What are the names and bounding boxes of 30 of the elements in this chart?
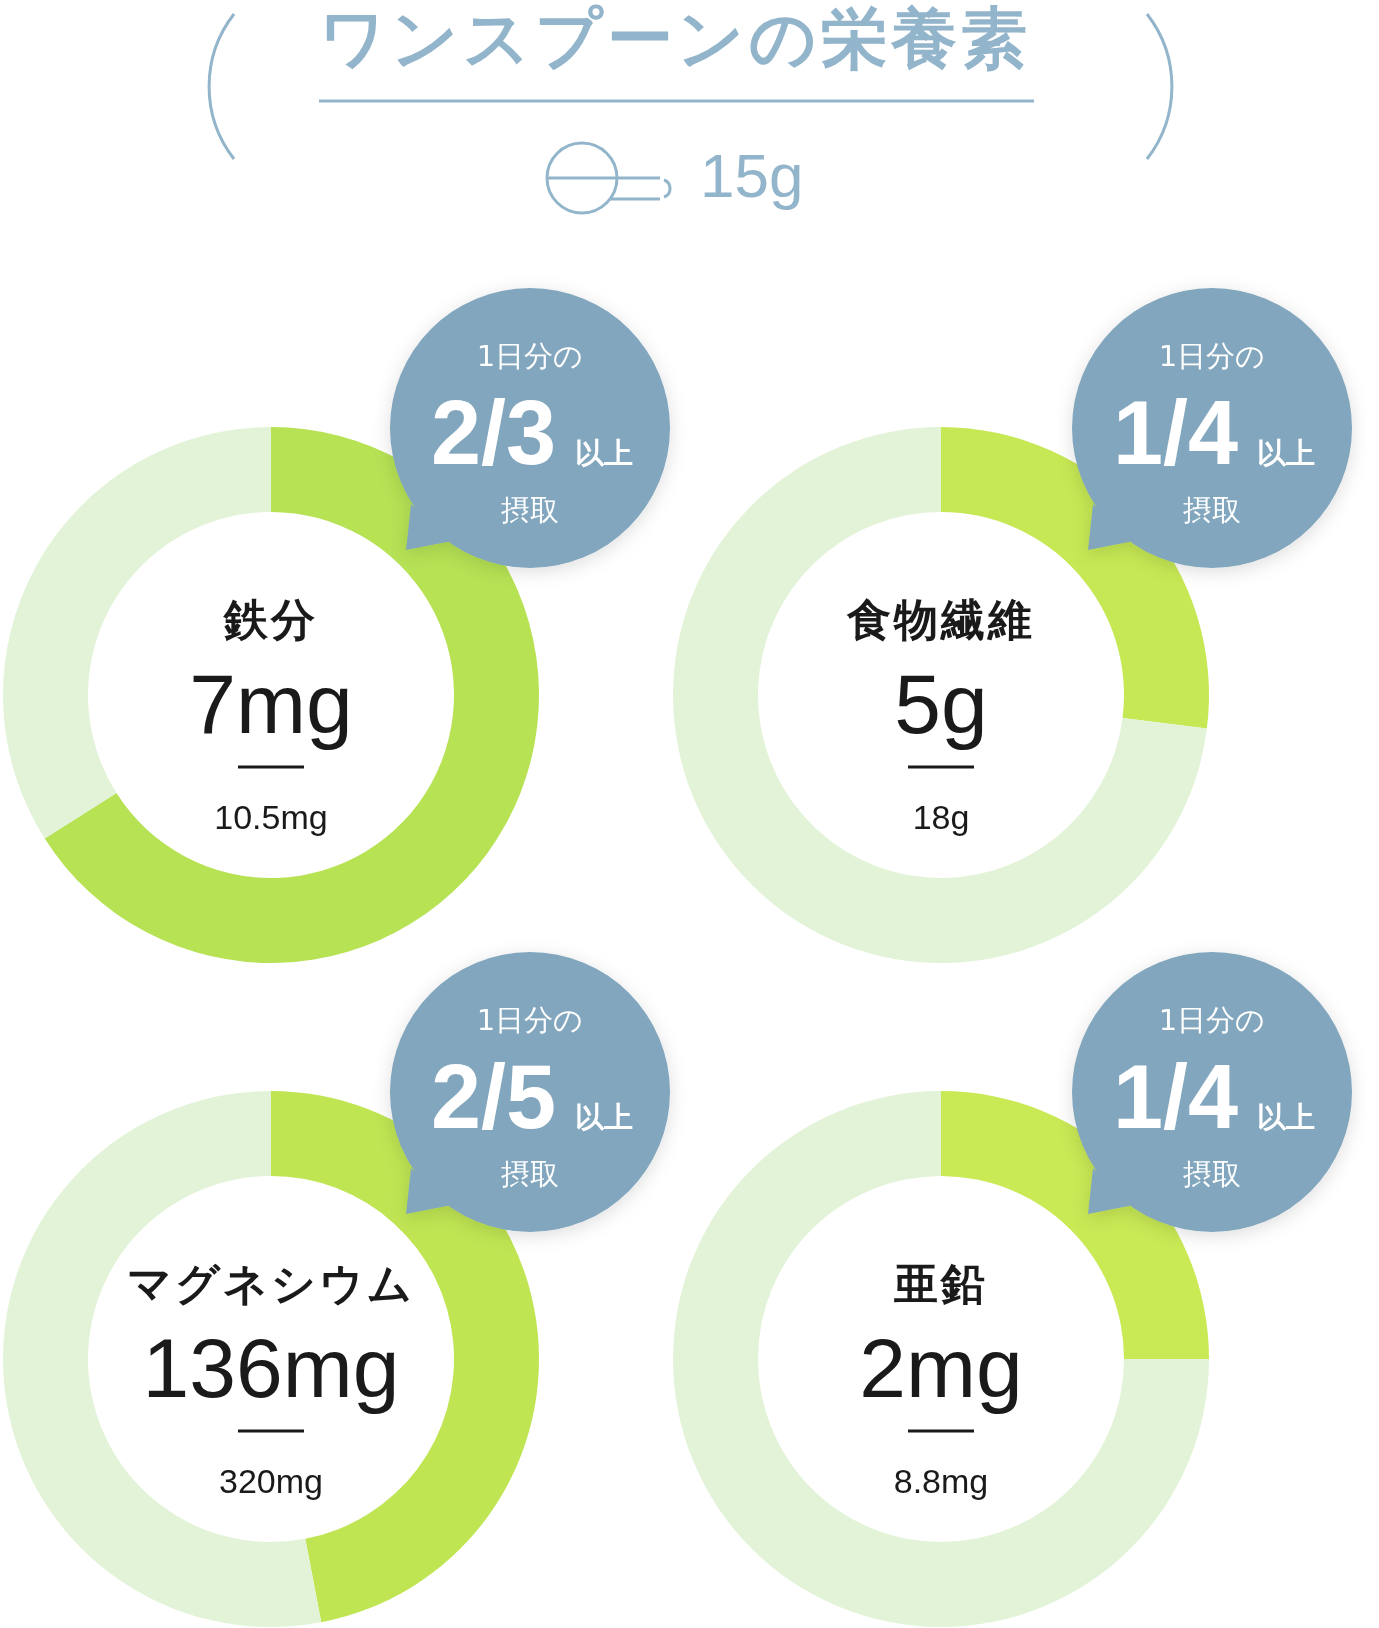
text: 摂取 [1183,1157,1241,1191]
text: 1/4 [1112,1047,1238,1147]
text: 1日分の [476,1003,584,1037]
text: 以上 [1257,436,1315,470]
text: 8.8mg [893,1462,989,1500]
text: 15g [700,141,804,210]
text: 1日分の [1158,1003,1266,1037]
text: 食物繊維 [846,593,1035,645]
text: 1/4 [1112,383,1238,483]
text: 18g [912,798,970,836]
text: ワンスプーンの栄養素 [319,0,1031,77]
text: 2/5 [430,1047,556,1147]
text: 2mg [859,1321,1023,1415]
text: 以上 [575,436,633,470]
text: 10.5mg [214,798,328,836]
text: 以上 [1257,1100,1315,1134]
text: 以上 [575,1100,633,1134]
text: 320mg [219,1462,323,1500]
text: 1日分の [1158,339,1266,373]
text: 7mg [189,657,353,751]
text: 2/3 [430,383,556,483]
text: 5g [894,657,988,751]
text: 136mg [142,1321,400,1415]
text: 摂取 [1183,493,1241,527]
text: 1日分の [476,339,584,373]
text: マグネシウム [127,1257,415,1309]
text: 亜鉛 [893,1257,988,1309]
text: 摂取 [501,1157,559,1191]
text: 摂取 [501,493,559,527]
text: 鉄分 [223,593,318,645]
